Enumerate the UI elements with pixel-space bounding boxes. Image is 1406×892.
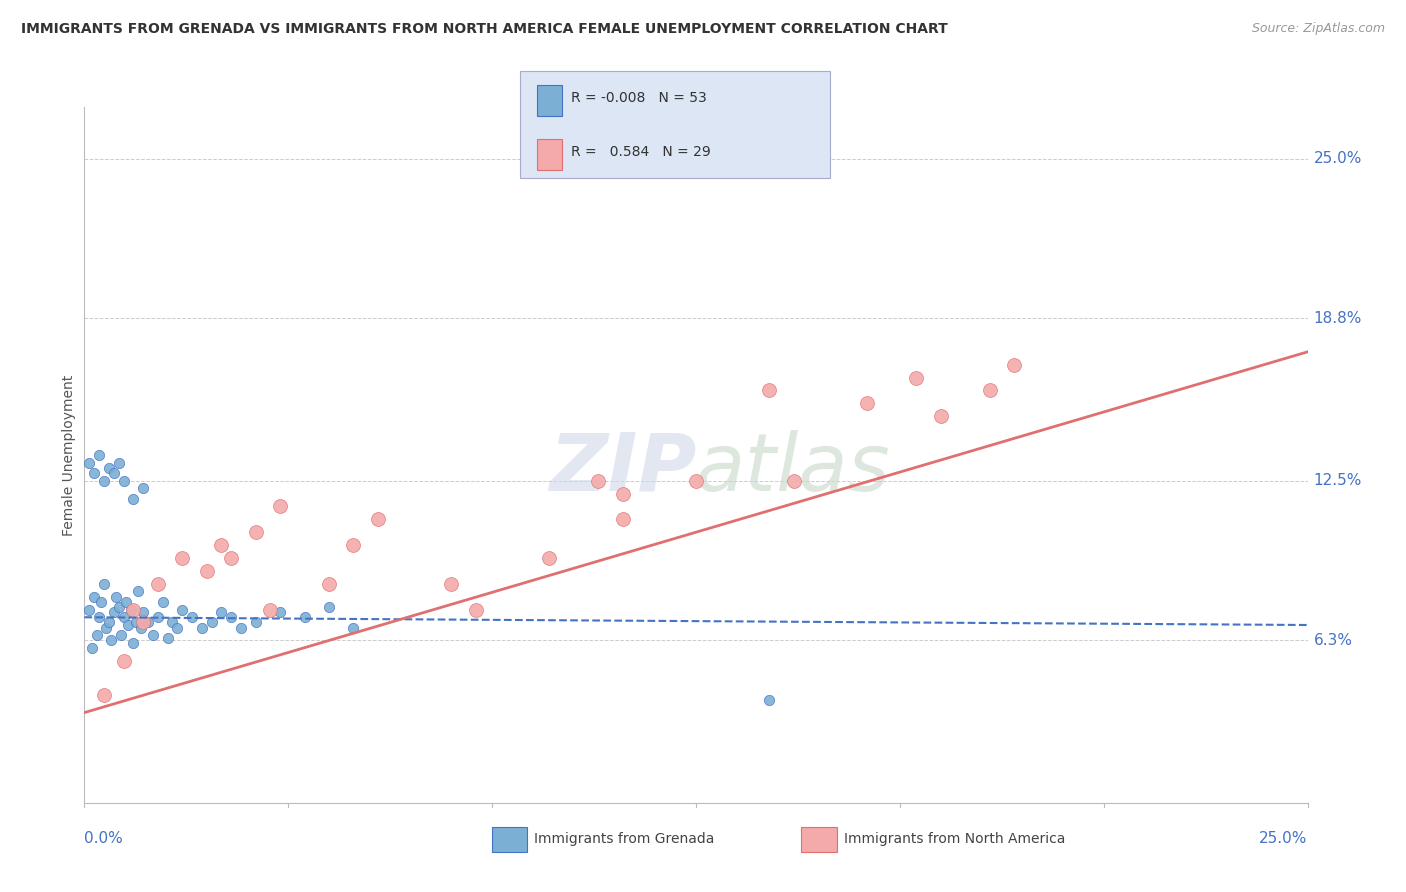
Text: 12.5%: 12.5% — [1313, 473, 1362, 488]
Point — [93, 688, 115, 702]
Point — [979, 384, 1001, 398]
Point — [96, 621, 118, 635]
Point — [294, 610, 316, 624]
Point — [122, 602, 145, 616]
Point — [132, 482, 155, 496]
Point — [93, 576, 115, 591]
Point — [269, 500, 291, 514]
Text: 25.0%: 25.0% — [1313, 151, 1362, 166]
Point — [1002, 358, 1025, 372]
Text: 0.0%: 0.0% — [84, 830, 124, 846]
Point — [856, 396, 879, 410]
Point — [112, 474, 135, 488]
Text: atlas: atlas — [696, 430, 891, 508]
Point — [245, 525, 267, 540]
Text: 25.0%: 25.0% — [1260, 830, 1308, 846]
Point — [318, 599, 340, 614]
Point — [191, 621, 214, 635]
Point — [97, 615, 120, 630]
Point — [105, 590, 128, 604]
Point — [115, 595, 138, 609]
Point — [103, 605, 125, 619]
Text: 18.8%: 18.8% — [1313, 310, 1362, 326]
Point — [107, 456, 129, 470]
Point — [166, 621, 188, 635]
Point — [538, 551, 561, 566]
Point — [318, 576, 340, 591]
Point — [86, 628, 108, 642]
Point — [440, 576, 463, 591]
Point — [219, 610, 242, 624]
Point — [464, 602, 486, 616]
Point — [195, 564, 218, 578]
Text: Immigrants from North America: Immigrants from North America — [844, 832, 1064, 847]
Point — [209, 605, 232, 619]
Point — [100, 633, 122, 648]
Text: 6.3%: 6.3% — [1313, 633, 1353, 648]
Point — [586, 474, 609, 488]
Text: R = -0.008   N = 53: R = -0.008 N = 53 — [571, 91, 707, 105]
Point — [83, 590, 105, 604]
Point — [122, 491, 145, 506]
Point — [259, 602, 281, 616]
Point — [83, 466, 105, 480]
Point — [132, 605, 155, 619]
Point — [905, 370, 928, 384]
Point — [112, 654, 135, 668]
Point — [269, 605, 291, 619]
Point — [142, 628, 165, 642]
Point — [125, 615, 148, 630]
Y-axis label: Female Unemployment: Female Unemployment — [62, 375, 76, 535]
Point — [132, 615, 155, 630]
Point — [758, 384, 780, 398]
Point — [112, 610, 135, 624]
Point — [200, 615, 222, 630]
Point — [162, 615, 184, 630]
Point — [172, 551, 194, 566]
Point — [120, 602, 142, 616]
Text: ZIP: ZIP — [548, 430, 696, 508]
Point — [758, 692, 780, 706]
Point — [87, 610, 110, 624]
Point — [107, 599, 129, 614]
Text: R =   0.584   N = 29: R = 0.584 N = 29 — [571, 145, 710, 159]
Point — [229, 621, 252, 635]
Point — [685, 474, 707, 488]
Point — [136, 615, 159, 630]
Point — [612, 486, 634, 500]
Point — [122, 636, 145, 650]
Point — [129, 621, 152, 635]
Point — [929, 409, 952, 424]
Point — [612, 512, 634, 526]
Point — [80, 641, 103, 656]
Point — [103, 466, 125, 480]
Point — [367, 512, 389, 526]
Point — [783, 474, 806, 488]
Point — [117, 618, 139, 632]
Point — [77, 456, 100, 470]
Point — [219, 551, 242, 566]
Point — [110, 628, 132, 642]
Point — [172, 602, 194, 616]
Text: IMMIGRANTS FROM GRENADA VS IMMIGRANTS FROM NORTH AMERICA FEMALE UNEMPLOYMENT COR: IMMIGRANTS FROM GRENADA VS IMMIGRANTS FR… — [21, 22, 948, 37]
Point — [342, 621, 364, 635]
Point — [245, 615, 267, 630]
Point — [209, 538, 232, 552]
Point — [146, 576, 169, 591]
Point — [127, 584, 149, 599]
Point — [181, 610, 204, 624]
Point — [152, 595, 174, 609]
Point — [156, 631, 179, 645]
Point — [77, 602, 100, 616]
Point — [90, 595, 112, 609]
Point — [342, 538, 364, 552]
Point — [146, 610, 169, 624]
Text: Immigrants from Grenada: Immigrants from Grenada — [534, 832, 714, 847]
Point — [87, 448, 110, 462]
Text: Source: ZipAtlas.com: Source: ZipAtlas.com — [1251, 22, 1385, 36]
Point — [97, 460, 120, 475]
Point — [93, 474, 115, 488]
